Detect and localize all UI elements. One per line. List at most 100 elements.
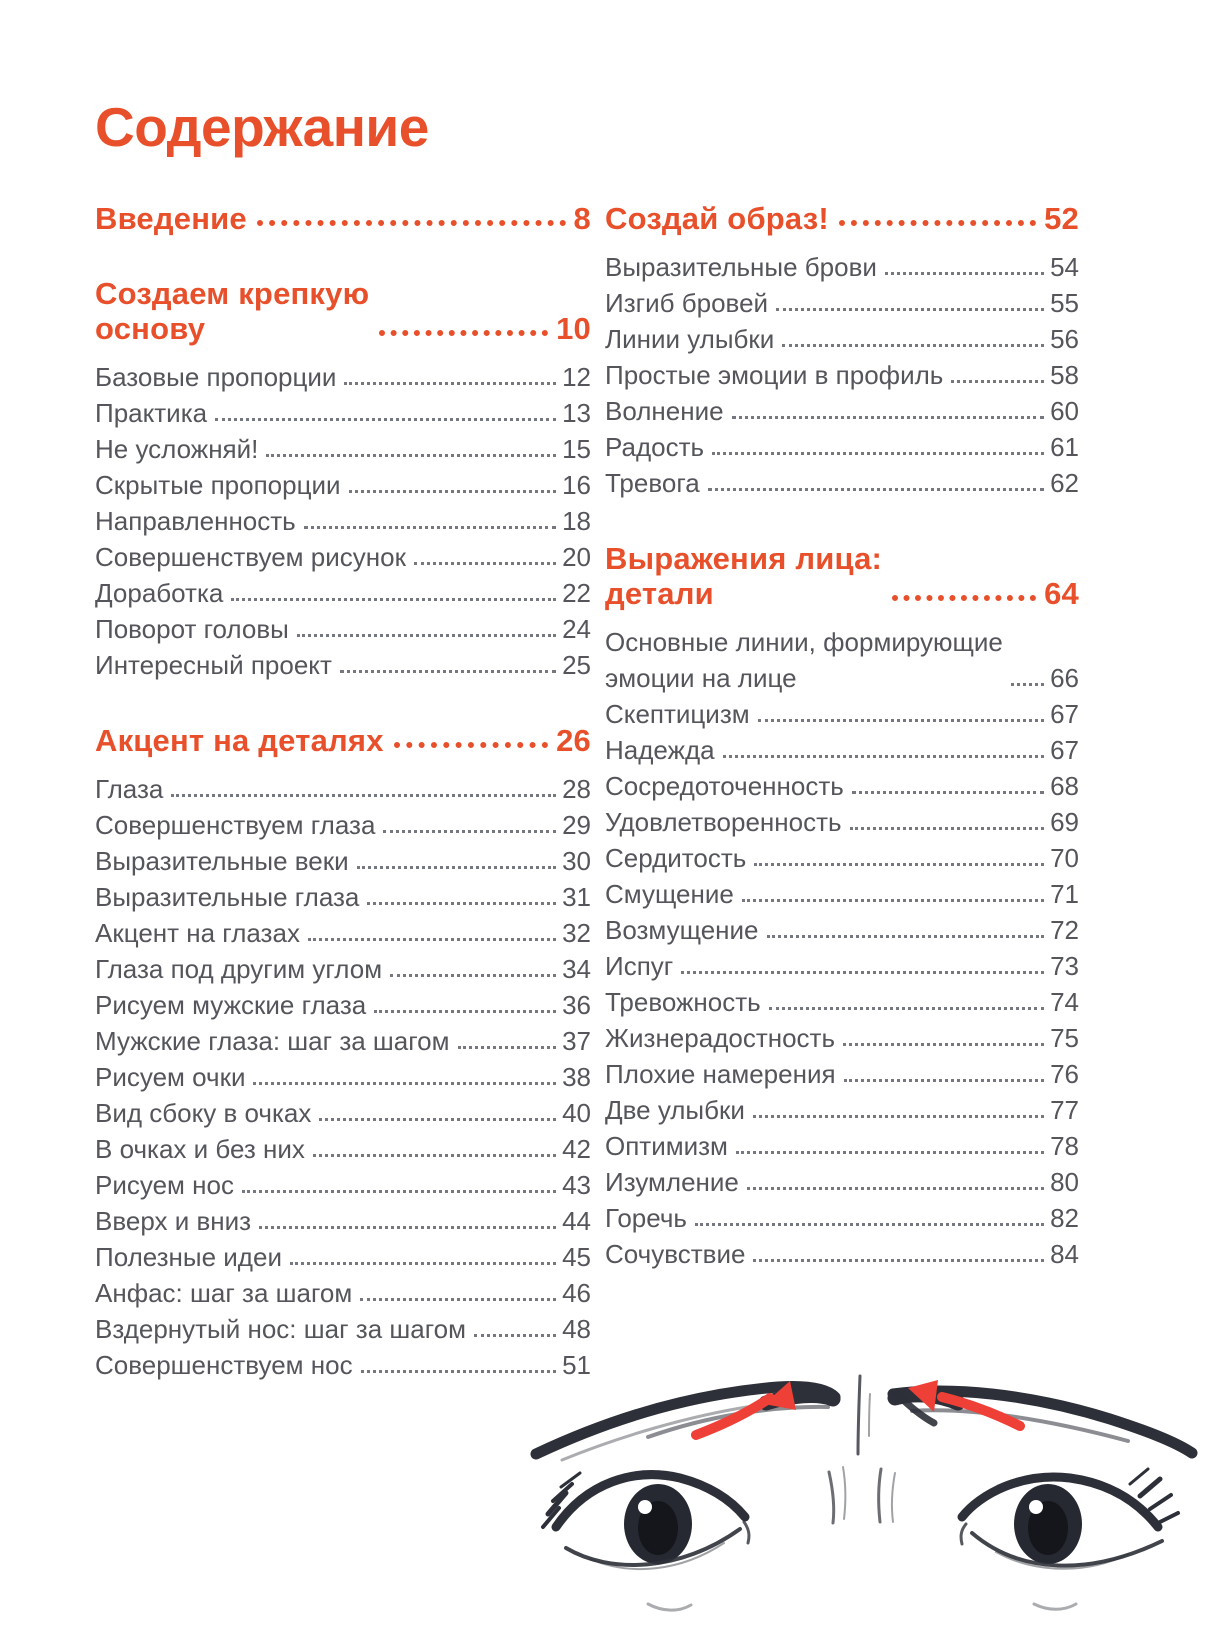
toc-entry: Волнение 60: [605, 393, 1079, 429]
entry-dot-leader: [390, 974, 557, 977]
entry-title: Вид сбоку в очках: [95, 1098, 312, 1128]
entry-title: Выразительные брови: [605, 252, 877, 282]
entry-page-number: 67: [1050, 699, 1079, 729]
toc-section-heading: Введение 8: [95, 201, 591, 236]
entry-dot-leader: [171, 794, 557, 797]
entry-page-number: 61: [1050, 432, 1079, 462]
entry-dot-leader: [215, 418, 557, 421]
toc-entry: Смущение 71: [605, 876, 1079, 912]
section-dot-leader: [892, 595, 1037, 601]
toc-entry: Рисуем мужские глаза 36: [95, 987, 591, 1023]
entry-title: Изумление: [605, 1167, 739, 1197]
toc-section: Акцент на деталях 26 Глаза 28 Совершенст…: [95, 723, 591, 1383]
entry-title: Практика: [95, 398, 208, 428]
toc-entry: Акцент на глазах 32: [95, 915, 591, 951]
entry-page-number: 28: [562, 774, 591, 804]
entry-title: Глаза: [95, 774, 164, 804]
entry-page-number: 68: [1050, 771, 1079, 801]
entry-title: Удовлетворенность: [605, 807, 842, 837]
entry-page-number: 80: [1050, 1167, 1079, 1197]
entry-title: Акцент на глазах: [95, 918, 300, 948]
entry-title: Возмущение: [605, 915, 759, 945]
toc-section: Создаем крепкую основу 10 Базовые пропор…: [95, 276, 591, 683]
entry-title: Поворот головы: [95, 614, 289, 644]
entry-page-number: 12: [562, 362, 591, 392]
toc-entry: Жизнерадостность 75: [605, 1020, 1079, 1056]
entry-page-number: 32: [562, 918, 591, 948]
entry-title: Скрытые пропорции: [95, 470, 341, 500]
entry-dot-leader: [722, 755, 1045, 758]
section-dot-leader: [256, 220, 566, 226]
toc-section: Выражения лица: детали 64 Основные линии…: [605, 541, 1079, 1272]
entry-title: Не усложняй!: [95, 434, 259, 464]
entry-title: Рисуем нос: [95, 1170, 234, 1200]
entry-page-number: 34: [562, 954, 591, 984]
entry-dot-leader: [754, 863, 1045, 866]
entry-dot-leader: [851, 791, 1045, 794]
toc-entry: Направленность 18: [95, 503, 591, 539]
entry-page-number: 54: [1050, 252, 1079, 282]
section-title: Создаем крепкую основу: [95, 276, 370, 346]
entry-title: Сочувствие: [605, 1239, 746, 1269]
entry-title: Вздернутый нос: шаг за шагом: [95, 1314, 466, 1344]
entry-title: Полезные идеи: [95, 1242, 282, 1272]
entry-dot-leader: [884, 272, 1045, 275]
toc-entry: Удовлетворенность 69: [605, 804, 1079, 840]
toc-section-heading: Создаем крепкую основу 10: [95, 276, 591, 346]
section-entries: Глаза 28 Совершенствуем глаза 29 Выразит…: [95, 771, 591, 1383]
entry-page-number: 60: [1050, 396, 1079, 426]
entry-dot-leader: [319, 1118, 557, 1121]
entry-dot-leader: [712, 452, 1045, 455]
entry-page-number: 66: [1050, 663, 1079, 693]
entry-dot-leader: [312, 1154, 557, 1157]
entry-dot-leader: [360, 1298, 557, 1301]
entry-title: Испуг: [605, 951, 674, 981]
entry-title: Горечь: [605, 1203, 687, 1233]
entry-title: Скептицизм: [605, 699, 750, 729]
toc-entry: Глаза 28: [95, 771, 591, 807]
entry-page-number: 73: [1050, 951, 1079, 981]
toc-entry: В очках и без них 42: [95, 1131, 591, 1167]
entry-page-number: 46: [562, 1278, 591, 1308]
toc-entry: Линии улыбки 56: [605, 321, 1079, 357]
toc-entry: Надежда 67: [605, 732, 1079, 768]
entry-dot-leader: [303, 526, 557, 529]
entry-dot-leader: [951, 380, 1045, 383]
toc-entry: Совершенствуем рисунок 20: [95, 539, 591, 575]
entry-dot-leader: [707, 488, 1045, 491]
toc-entry: Радость 61: [605, 429, 1079, 465]
entry-dot-leader: [266, 454, 557, 457]
entry-dot-leader: [231, 598, 557, 601]
entry-title: Простые эмоции в профиль: [605, 360, 944, 390]
entry-page-number: 29: [562, 810, 591, 840]
toc-section: Введение 8: [95, 201, 591, 236]
toc-column-right: Создай образ! 52 Выразительные брови 54 …: [605, 201, 1079, 1312]
entry-page-number: 69: [1050, 807, 1079, 837]
toc-entry: Простые эмоции в профиль 58: [605, 357, 1079, 393]
entry-page-number: 25: [562, 650, 591, 680]
toc-entry: Совершенствуем глаза 29: [95, 807, 591, 843]
entry-dot-leader: [843, 1079, 1045, 1082]
toc-entry: Сердитость 70: [605, 840, 1079, 876]
entry-dot-leader: [746, 1187, 1045, 1190]
toc-entry: Изумление 80: [605, 1164, 1079, 1200]
toc-entry: Сосредоточенность 68: [605, 768, 1079, 804]
toc-section-heading: Создай образ! 52: [605, 201, 1079, 236]
toc-entry: Скептицизм 67: [605, 696, 1079, 732]
entry-title: Смущение: [605, 879, 734, 909]
entry-title: Рисуем очки: [95, 1062, 246, 1092]
entry-title: Выразительные веки: [95, 846, 349, 876]
section-title: Акцент на деталях: [95, 723, 384, 758]
entry-page-number: 31: [562, 882, 591, 912]
entry-title: Две улыбки: [605, 1095, 745, 1125]
entry-dot-leader: [296, 634, 557, 637]
entry-dot-leader: [339, 670, 557, 673]
entry-title: Рисуем мужские глаза: [95, 990, 367, 1020]
entry-title: Оптимизм: [605, 1131, 728, 1161]
entry-title: Надежда: [605, 735, 715, 765]
entry-title: Тревожность: [605, 987, 761, 1017]
entry-dot-leader: [413, 562, 557, 565]
entry-dot-leader: [307, 938, 557, 941]
entry-page-number: 24: [562, 614, 591, 644]
entry-page-number: 82: [1050, 1203, 1079, 1233]
